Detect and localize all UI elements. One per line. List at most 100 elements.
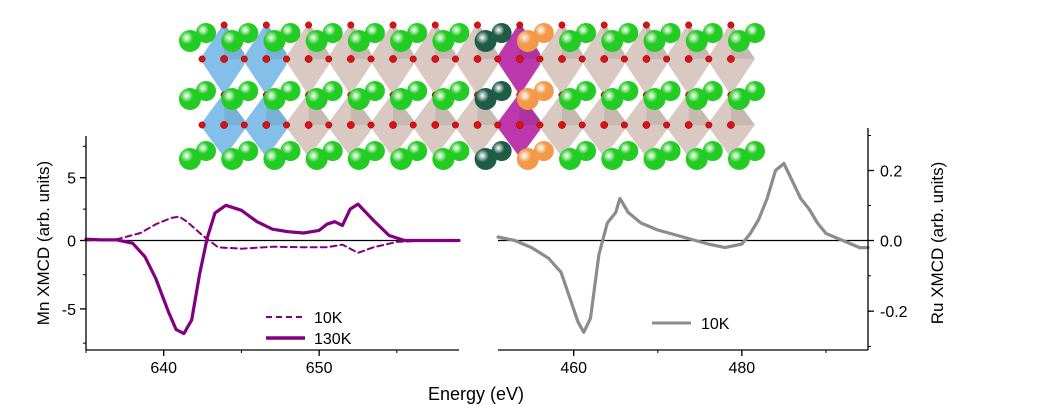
green-atom: [347, 148, 370, 170]
ru-series-group: [496, 161, 870, 334]
oxygen-atom: [198, 55, 206, 63]
oxygen-atom: [452, 121, 459, 129]
oxygen-atom: [620, 55, 628, 63]
dark-green-atom: [491, 81, 512, 101]
mn-xmcd-panel: 640 650 -5 0 5 Mn XMCD (arb. units) 10K 130K: [34, 136, 461, 377]
ru-y-axis-label: Ru XMCD (arb. units): [928, 162, 947, 324]
oxygen-atom: [389, 55, 397, 63]
oxygen-atom: [558, 21, 566, 29]
green-atom: [280, 81, 301, 101]
dark-green-atom: [491, 141, 512, 161]
ru-x-tick-label: 480: [729, 360, 756, 377]
oxygen-atom: [536, 121, 544, 129]
green-atom: [407, 81, 428, 101]
oxygen-atom: [198, 121, 206, 129]
oxygen-atom: [642, 21, 650, 29]
oxygen-atom: [705, 121, 713, 129]
oxygen-atom: [304, 121, 313, 129]
dark-green-atom: [474, 30, 497, 52]
oxygen-atom: [515, 121, 524, 129]
oxygen-atom: [705, 55, 713, 63]
green-atom: [643, 88, 666, 110]
oxygen-atom: [262, 21, 270, 29]
green-atom: [263, 88, 286, 110]
green-atom: [347, 30, 370, 52]
dark-green-atom: [491, 23, 512, 43]
oxygen-atom: [431, 21, 439, 29]
green-atom: [576, 23, 597, 43]
oxygen-atom: [600, 121, 609, 129]
green-atom: [559, 88, 582, 110]
green-atom: [449, 141, 470, 161]
oxygen-atom: [346, 55, 355, 63]
green-atom: [643, 30, 666, 52]
oxygen-atom: [684, 121, 693, 129]
dark-green-atom: [474, 148, 497, 170]
green-atom: [702, 141, 723, 161]
ru-ticks-group: 460 480 -0.2 0.0 0.2: [560, 135, 908, 377]
mn-y-tick-label: 5: [67, 171, 76, 188]
ru-y-tick-label: 0.2: [880, 164, 902, 181]
green-atom: [179, 148, 201, 170]
mn-series-group: [84, 202, 461, 336]
green-atom: [618, 23, 639, 43]
green-atom: [728, 148, 750, 170]
oxygen-atom: [642, 55, 651, 63]
oxygen-atom: [325, 121, 333, 129]
green-atom: [305, 148, 328, 170]
ru-x-tick-label: 460: [560, 360, 587, 377]
mn-legend-label-10k: 10K: [314, 310, 343, 327]
green-atom: [238, 141, 259, 161]
oxygen-atom: [473, 121, 482, 129]
mn-y-tick-label: 0: [67, 234, 76, 251]
oxygen-atom: [220, 21, 228, 29]
green-atom: [576, 141, 597, 161]
mn-series-10k-dashed-line: [85, 215, 460, 254]
octahedron-face: [435, 92, 460, 125]
green-atom: [280, 141, 301, 161]
green-atom: [322, 23, 343, 43]
oxygen-atom: [727, 21, 735, 29]
mn-y-tick-label: -5: [62, 302, 76, 319]
oxygen-atom: [558, 121, 566, 129]
green-atom: [685, 148, 708, 170]
green-atom: [305, 88, 328, 110]
oxygen-atom: [346, 121, 355, 129]
green-atom: [660, 23, 681, 43]
mn-x-tick-label: 640: [150, 360, 177, 377]
octahedron-face: [393, 92, 418, 125]
green-atom: [432, 148, 455, 170]
green-atom: [221, 88, 244, 110]
mn-legend: 10K 130K: [266, 310, 352, 348]
oxygen-atom: [578, 55, 586, 63]
oxygen-atom: [473, 55, 482, 63]
oxygen-atom: [536, 55, 544, 63]
green-atom: [745, 23, 765, 43]
x-axis-label: Energy (eV): [428, 384, 524, 404]
green-atom: [221, 30, 244, 52]
orange-atom: [516, 88, 539, 110]
green-atom: [745, 141, 765, 161]
mn-y-axis-label: Mn XMCD (arb. units): [34, 161, 53, 325]
green-atom: [196, 141, 216, 161]
green-atom: [364, 141, 385, 161]
green-atom: [449, 23, 470, 43]
oxygen-atom: [367, 121, 375, 129]
green-atom: [702, 23, 723, 43]
oxygen-atom: [663, 121, 671, 129]
oxygen-atom: [262, 121, 271, 129]
octahedron-face: [646, 92, 671, 125]
oxygen-atom: [325, 55, 333, 63]
ru-y-tick-label: -0.2: [880, 304, 908, 321]
green-atom: [660, 81, 681, 101]
green-atom: [576, 81, 597, 101]
green-atom: [601, 88, 624, 110]
green-atom: [280, 23, 301, 43]
oxygen-atom: [389, 21, 397, 29]
green-atom: [728, 88, 750, 110]
green-atom: [601, 148, 624, 170]
oxygen-atom: [389, 121, 397, 129]
green-atom: [179, 88, 201, 110]
mn-ticks-group: 640 650 -5 0 5: [62, 145, 398, 377]
